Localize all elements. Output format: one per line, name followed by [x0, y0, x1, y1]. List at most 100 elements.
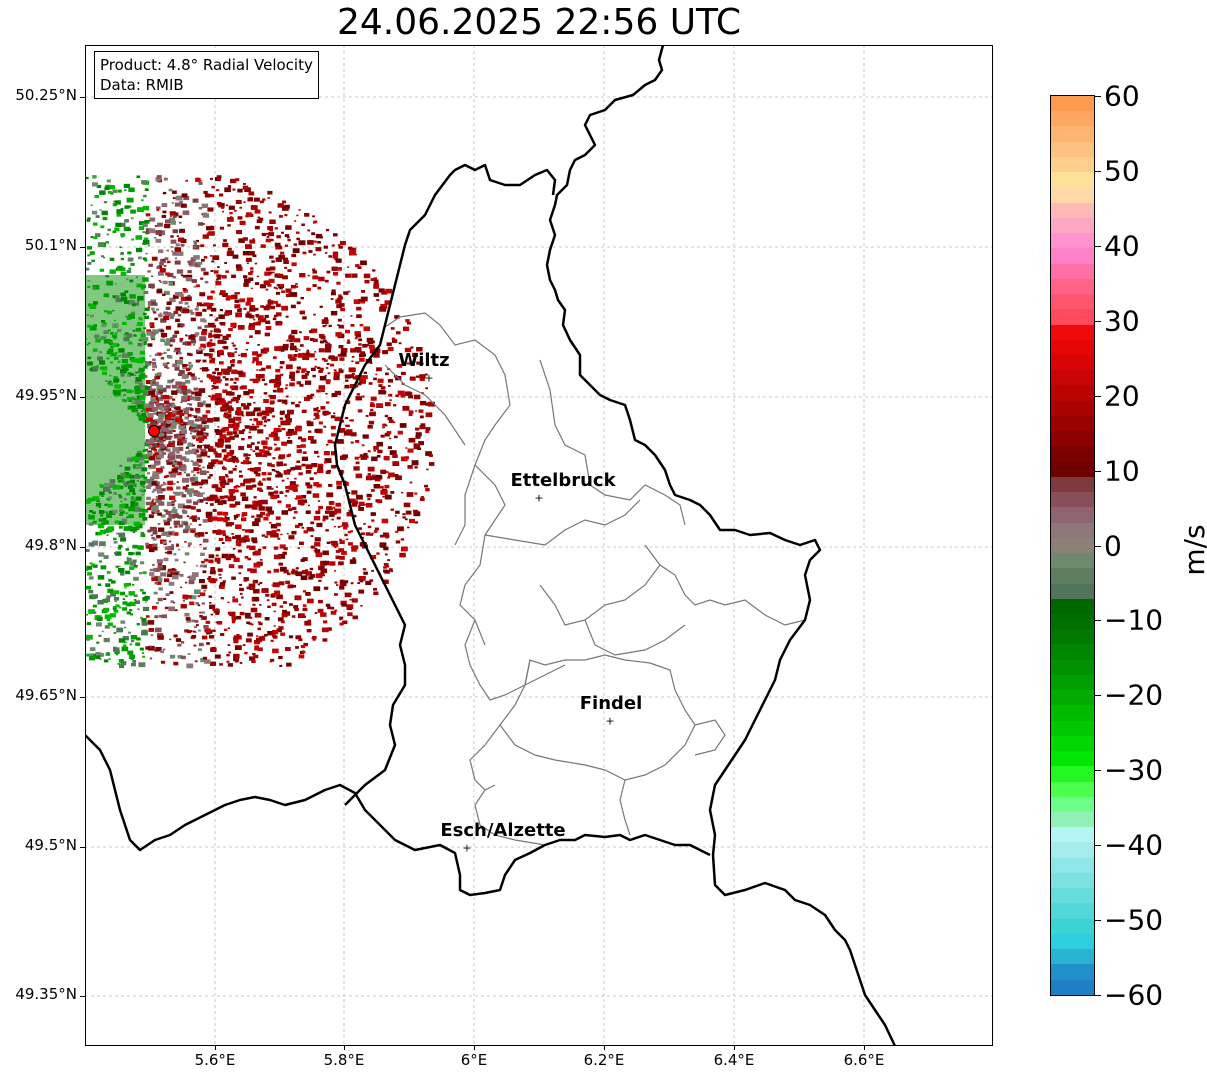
- colorbar-segment: [1051, 705, 1094, 721]
- city-marker-icon: +: [462, 841, 472, 855]
- colorbar-tick-label: −40: [1104, 828, 1164, 862]
- colorbar-segment: [1051, 141, 1094, 157]
- lat-tick: 49.35°N: [15, 985, 77, 1003]
- colorbar-segment: [1051, 324, 1094, 340]
- colorbar-segment: [1051, 431, 1094, 447]
- colorbar-segment: [1051, 720, 1094, 736]
- colorbar-segment: [1051, 385, 1094, 401]
- lon-tick: 6.6°E: [843, 1051, 885, 1069]
- colorbar-segment: [1051, 278, 1094, 295]
- colorbar-segment: [1051, 172, 1094, 188]
- colorbar-segment: [1051, 659, 1094, 675]
- colorbar-tick-label: 20: [1104, 379, 1140, 413]
- lat-tick: 49.65°N: [15, 686, 77, 704]
- colorbar-segment: [1051, 827, 1094, 843]
- radar-site-marker: [148, 425, 160, 437]
- colorbar-tick-label: −50: [1104, 903, 1164, 937]
- colorbar-segment: [1051, 842, 1094, 858]
- colorbar-segment: [1051, 583, 1094, 599]
- canton-borders: [384, 312, 806, 846]
- colorbar-segment: [1051, 507, 1094, 523]
- country-borders: [85, 45, 897, 1046]
- colorbar-tick-label: −30: [1104, 753, 1164, 787]
- colorbar-segment: [1051, 781, 1094, 797]
- city-label-findel: Findel: [579, 693, 643, 714]
- colorbar-segment: [1051, 933, 1094, 950]
- colorbar-segment: [1051, 888, 1094, 904]
- colorbar-segment: [1051, 476, 1094, 493]
- colorbar-segment: [1051, 949, 1094, 965]
- colorbar-segment: [1051, 446, 1094, 462]
- colorbar-segment: [1051, 233, 1094, 249]
- colorbar-tick-label: 50: [1104, 154, 1140, 188]
- lon-tick: 6.4°E: [713, 1051, 755, 1069]
- lat-tick: 50.25°N: [15, 86, 77, 104]
- radar-map[interactable]: [85, 45, 993, 1046]
- colorbar-segment: [1051, 918, 1094, 934]
- colorbar-tick-label: −10: [1104, 603, 1164, 637]
- colorbar-segment: [1051, 629, 1094, 645]
- graticule-grid: [85, 45, 993, 1046]
- city-label-esch-alzette: Esch/Alzette: [440, 820, 566, 841]
- colorbar-segment: [1051, 339, 1094, 355]
- colorbar-tick-label: 0: [1104, 529, 1122, 562]
- map-title: 24.06.2025 22:56 UTC: [336, 2, 742, 43]
- colorbar-segment: [1051, 690, 1094, 706]
- lat-tick: 50.1°N: [24, 236, 77, 254]
- colorbar-segment: [1051, 735, 1094, 752]
- city-marker-icon: +: [424, 371, 434, 385]
- colorbar-segment: [1051, 96, 1094, 112]
- colorbar-segment: [1051, 217, 1094, 234]
- colorbar-segment: [1051, 354, 1094, 371]
- colorbar-segment: [1051, 248, 1094, 264]
- colorbar-segment: [1051, 522, 1094, 538]
- velocity-colorbar: [1050, 95, 1095, 996]
- colorbar-segment: [1051, 766, 1094, 782]
- colorbar-segment: [1051, 202, 1094, 218]
- colorbar-segment: [1051, 613, 1094, 630]
- colorbar-segment: [1051, 796, 1094, 813]
- colorbar-segment: [1051, 674, 1094, 691]
- colorbar-segment: [1051, 461, 1094, 477]
- colorbar-tick-label: 60: [1104, 79, 1140, 113]
- colorbar-segment: [1051, 872, 1094, 889]
- colorbar-segment: [1051, 537, 1094, 554]
- colorbar-tick-label: −20: [1104, 678, 1164, 712]
- colorbar-segment: [1051, 812, 1094, 828]
- colorbar-segment: [1051, 370, 1094, 386]
- colorbar-unit-label: m/s: [1177, 524, 1207, 576]
- colorbar-segment: [1051, 644, 1094, 660]
- colorbar-segment: [1051, 492, 1094, 508]
- colorbar-segment: [1051, 309, 1094, 325]
- colorbar-segment: [1051, 263, 1094, 279]
- city-marker-icon: +: [605, 714, 615, 728]
- product-info-box: Product: 4.8° Radial Velocity Data: RMIB: [94, 51, 319, 99]
- lon-tick: 5.6°E: [194, 1051, 236, 1069]
- colorbar-tick-label: 30: [1104, 304, 1140, 338]
- lat-tick: 49.5°N: [24, 836, 77, 854]
- colorbar-segment: [1051, 111, 1094, 127]
- colorbar-segment: [1051, 598, 1094, 614]
- colorbar-segment: [1051, 964, 1094, 980]
- radar-echoes: [85, 175, 435, 669]
- city-marker-icon: +: [534, 491, 544, 505]
- colorbar-tick-label: 40: [1104, 229, 1140, 263]
- colorbar-segment: [1051, 187, 1094, 203]
- colorbar-segment: [1051, 979, 1094, 995]
- colorbar-segment: [1051, 294, 1094, 310]
- city-label-ettelbruck: Ettelbruck: [510, 470, 616, 491]
- colorbar-segment: [1051, 568, 1094, 584]
- product-label: Product: 4.8° Radial Velocity: [100, 56, 313, 74]
- colorbar-segment: [1051, 903, 1094, 919]
- data-source-label: Data: RMIB: [100, 76, 184, 94]
- city-label-wiltz: Wiltz: [398, 350, 450, 371]
- lat-tick: 49.95°N: [15, 386, 77, 404]
- colorbar-segment: [1051, 751, 1094, 767]
- colorbar-tick-label: 10: [1104, 454, 1140, 488]
- lon-tick: 5.8°E: [323, 1051, 365, 1069]
- colorbar-segment: [1051, 400, 1094, 416]
- colorbar-segment: [1051, 857, 1094, 873]
- colorbar-segment: [1051, 126, 1094, 142]
- colorbar-segment: [1051, 415, 1094, 432]
- colorbar-segment: [1051, 553, 1094, 569]
